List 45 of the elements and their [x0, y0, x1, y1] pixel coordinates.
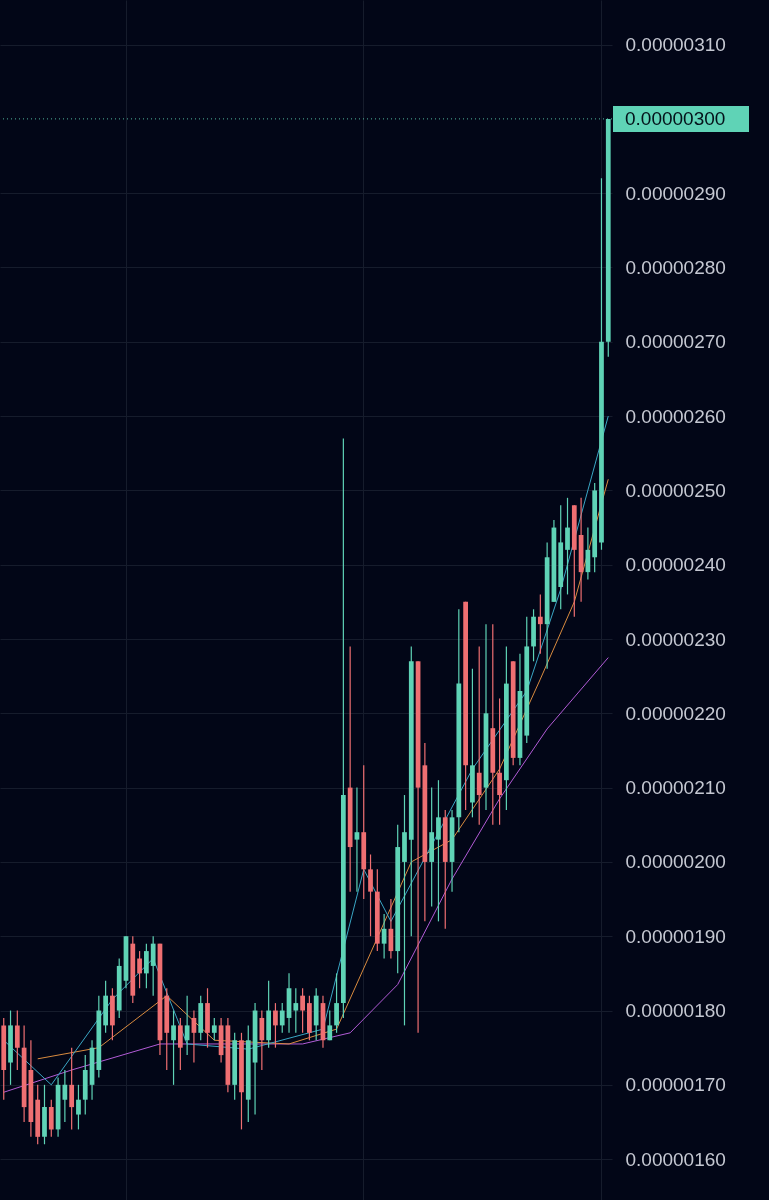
candlestick [177, 1017, 183, 1071]
candlestick [354, 787, 360, 893]
candlestick [537, 593, 543, 655]
candlestick [184, 995, 190, 1056]
y-tick-label: 0.00000270 [625, 331, 726, 353]
candlestick [144, 943, 149, 989]
y-tick-label: 0.00000230 [625, 628, 726, 650]
candlestick [279, 1002, 285, 1034]
candlestick [273, 1002, 278, 1049]
candlestick [171, 1009, 176, 1086]
y-tick-label: 0.00000170 [625, 1074, 726, 1096]
candlestick [150, 935, 156, 997]
y-tick-label: 0.00000160 [625, 1148, 726, 1170]
candlestick [137, 950, 142, 989]
y-tick-label: 0.00000240 [625, 554, 726, 576]
y-tick-label: 0.00000180 [625, 1000, 726, 1022]
candlestick [565, 497, 570, 596]
candlestick [62, 1069, 68, 1123]
y-tick-label: 0.00000260 [625, 405, 726, 427]
candlestick [368, 853, 373, 937]
candlestick [300, 987, 305, 1034]
candlestick [476, 645, 482, 826]
ref-line-label: 0.00000300 [625, 107, 726, 129]
candlestick [259, 1009, 265, 1071]
candlestick [327, 1009, 333, 1041]
candlestick [211, 1017, 217, 1041]
line-series [37, 478, 609, 1060]
candlestick [76, 1084, 81, 1131]
candlestick [69, 1047, 75, 1131]
y-tick-label: 0.00000220 [625, 702, 726, 724]
y-tick-label: 0.00000210 [625, 777, 726, 799]
y-tick-label: 0.00000310 [625, 34, 726, 56]
candlestick [14, 1009, 20, 1071]
line-series [3, 657, 609, 1093]
candlestick [497, 697, 502, 826]
candlestick [436, 779, 441, 922]
y-tick-label: 0.00000290 [625, 182, 726, 204]
y-tick-label: 0.00000250 [625, 479, 726, 501]
candlestick [293, 987, 299, 1034]
candlestick [48, 1099, 54, 1138]
candlestick [402, 794, 407, 1026]
y-tick-label: 0.00000200 [625, 851, 726, 873]
candlestick [334, 972, 339, 1034]
y-tick-label: 0.00000280 [625, 256, 726, 278]
y-tick-label: 0.00000190 [625, 925, 726, 947]
